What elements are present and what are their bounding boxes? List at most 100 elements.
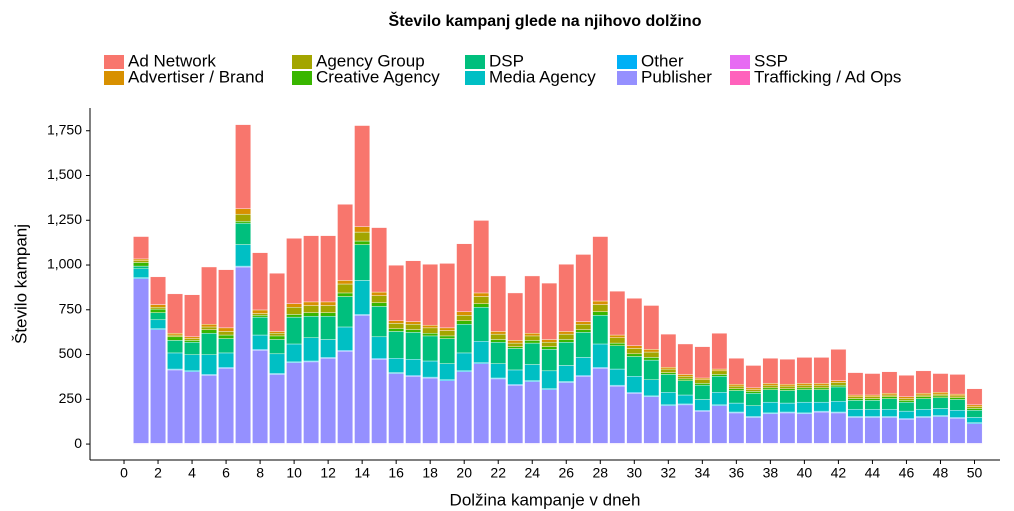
bar-segment [320,305,336,313]
bar-segment [609,385,626,444]
bar-segment [728,358,745,385]
bar-segment [524,333,541,337]
bar-segment [133,258,149,261]
legend-label: Ad Network [128,51,216,70]
y-tick-label: 1,750 [47,121,82,137]
bar-segment [235,208,251,215]
bar-segment [898,396,915,399]
bar-segment [779,358,796,385]
bar-segment [439,363,456,380]
bar-segment [915,370,932,394]
legend-label: Publisher [641,67,712,86]
bar-segment [456,243,473,312]
bar-segment [439,335,456,339]
bar-segment [184,341,200,355]
bar-segment [847,417,864,444]
bar-segment [235,221,251,224]
legend-swatch [730,55,750,69]
bar-segment [575,324,592,330]
bar-segment [422,335,439,362]
bar-segment [677,343,694,375]
bar-segment [949,393,966,397]
bar-segment [167,293,183,334]
bar-segment [728,385,745,389]
legend-swatch [617,71,637,85]
bar-segment [456,320,473,325]
bar-segment [626,298,643,346]
bar-segment [847,400,864,410]
bar-segment [745,389,762,392]
bar-segment [405,324,422,330]
bar-segment [915,393,932,396]
bar-segment [660,405,677,444]
bar-segment [337,204,353,281]
bar-segment [575,332,592,358]
bar-segment [320,301,336,306]
bar-segment [626,393,643,444]
bar-segment [184,336,200,339]
bar-segment [218,367,234,444]
bar-segment [252,350,268,444]
x-tick-label: 46 [899,465,915,481]
bar-segment [354,125,371,227]
bar-segment [439,338,456,364]
bar-segment [796,401,813,414]
bar-segment [966,408,983,411]
bar-segment [881,371,898,394]
x-tick-label: 40 [797,465,813,481]
x-tick-label: 6 [222,465,230,481]
x-tick-label: 4 [188,465,196,481]
bar-segment [847,398,864,401]
legend-label: Creative Agency [316,67,440,86]
bar-segment [218,338,234,354]
bar-segment [184,354,200,372]
bar-segment [915,417,932,444]
bar-segment [218,334,234,339]
bar-segment [371,302,388,307]
y-axis-label: Število kampanj [11,224,30,344]
bar-segment [269,339,285,355]
bar-segment [694,384,711,400]
bar-segment [966,423,983,444]
bar-segment [405,376,422,444]
bar-segment [592,300,609,305]
bar-segment [201,333,217,355]
bar-segment [677,404,694,444]
bar-segment [337,350,353,444]
x-tick-label: 18 [422,465,438,481]
bar-segment [728,412,745,444]
bar-segment [303,305,319,313]
bar-segment [915,394,932,397]
bar-segment [847,394,864,397]
bar-segment [269,333,285,337]
bar-segment [405,260,422,322]
bar-segment [439,327,456,331]
bar-segment [949,395,966,398]
bar-segment [949,410,966,418]
bar-segment [762,384,779,389]
bar-segment [371,295,388,303]
bar-segment [133,278,149,444]
bar-segment [558,331,575,335]
bar-segment [779,412,796,444]
bar-segment [320,316,336,340]
bar-segment [541,389,558,444]
bar-segment [643,349,660,353]
bar-segment [711,405,728,444]
bar-segment [796,387,813,390]
bar-segment [898,375,915,397]
bar-segment [932,416,949,444]
legend-label: Other [641,51,684,70]
y-tick-label: 1,250 [47,211,82,227]
bar-segment [694,377,711,380]
bar-segment [150,307,166,310]
bar-segment [575,254,592,322]
bar-segment [558,339,575,343]
bar-segment [711,333,728,370]
bar-segment [592,304,609,312]
bar-segment [456,324,473,354]
bar-segment [881,409,898,417]
bar-segment [881,394,898,397]
bar-segment [915,396,932,399]
bar-segment [320,312,336,317]
